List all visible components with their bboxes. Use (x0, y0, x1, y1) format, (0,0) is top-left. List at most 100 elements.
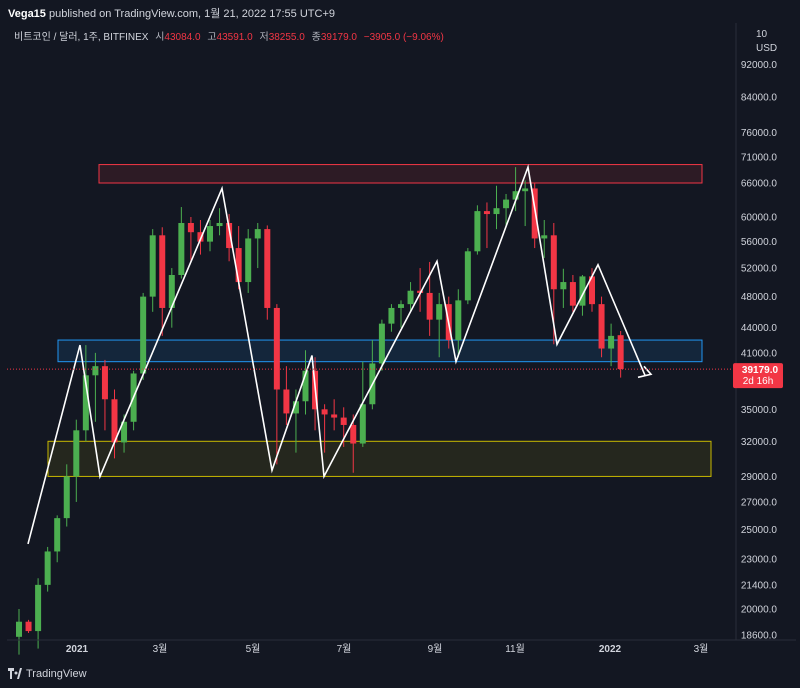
last-price-value: 39179.0 (742, 365, 779, 376)
currency-prefix: 10 (756, 29, 768, 40)
open-label: 시 (155, 32, 165, 43)
candle-body[interactable] (407, 290, 414, 305)
candle-body[interactable] (522, 188, 529, 192)
candle-body[interactable] (321, 409, 328, 415)
candle-body[interactable] (25, 621, 32, 632)
currency-selector[interactable]: 10 USD (756, 28, 782, 54)
close-label: 종 (311, 32, 321, 43)
candle-body[interactable] (245, 238, 252, 283)
candle-body[interactable] (398, 304, 404, 308)
close-value: 39179.0 (320, 32, 357, 43)
candle-body[interactable] (149, 235, 156, 297)
candle-body[interactable] (608, 335, 615, 349)
candle-body[interactable] (264, 229, 271, 308)
symbol-title[interactable]: 비트코인 / 달러, 1주, BITFINEX (14, 32, 149, 43)
candle-body[interactable] (273, 307, 280, 390)
price-tick-label: 18600.0 (741, 630, 778, 641)
candle-body[interactable] (159, 235, 166, 308)
candle-body[interactable] (16, 621, 22, 637)
candle-body[interactable] (226, 223, 233, 249)
bar-countdown: 2d 16h (743, 376, 774, 387)
price-tick-label: 44000.0 (741, 323, 778, 334)
candle-body[interactable] (44, 551, 51, 585)
candle-body[interactable] (579, 276, 586, 306)
candle-body[interactable] (531, 188, 538, 239)
candle-body[interactable] (483, 211, 490, 215)
candle-body[interactable] (101, 366, 108, 400)
price-tick-label: 52000.0 (741, 264, 778, 275)
candle-body[interactable] (63, 476, 70, 519)
candle-body[interactable] (187, 223, 194, 233)
candle-body[interactable] (235, 248, 242, 283)
publisher-username[interactable]: Vega15 (8, 8, 46, 20)
candle-body[interactable] (426, 292, 433, 320)
candle-body[interactable] (111, 399, 118, 443)
high-value: 43591.0 (216, 32, 253, 43)
candle-body[interactable] (207, 226, 213, 242)
candle-body[interactable] (82, 375, 89, 431)
open-value: 43084.0 (164, 32, 201, 43)
candle-body[interactable] (197, 232, 204, 242)
symbol-legend: 비트코인 / 달러, 1주, BITFINEX 시43084.0 고43591.… (14, 28, 444, 43)
candle-body[interactable] (254, 229, 261, 239)
candle-body[interactable] (73, 430, 80, 477)
price-tick-label: 32000.0 (741, 437, 778, 448)
currency-label: USD (756, 43, 778, 54)
candle-body[interactable] (569, 282, 576, 306)
price-tick-label: 35000.0 (741, 405, 778, 416)
time-tick-label: 7월 (337, 643, 352, 655)
price-tick-label: 66000.0 (741, 179, 778, 190)
candle-body[interactable] (54, 518, 61, 552)
candle-body[interactable] (216, 223, 223, 227)
time-tick-label: 3월 (153, 643, 168, 655)
candle-body[interactable] (493, 208, 500, 215)
published-header: Vega15 published on TradingView.com, 1월 … (0, 0, 800, 22)
zigzag-trend-line[interactable] (27, 163, 646, 545)
candle-body[interactable] (302, 370, 309, 402)
candle-body[interactable] (598, 304, 605, 349)
high-label: 고 (207, 32, 217, 43)
candle-body[interactable] (340, 417, 347, 425)
price-tick-label: 21400.0 (741, 580, 778, 591)
candle-body[interactable] (378, 323, 385, 364)
time-tick-label: 3월 (694, 643, 709, 655)
tradingview-logo-icon[interactable] (8, 668, 22, 680)
time-tick-label: 2021 (66, 644, 89, 655)
candle-body[interactable] (464, 251, 471, 301)
price-tick-label: 29000.0 (741, 472, 778, 483)
tradingview-brand[interactable]: TradingView (26, 668, 87, 680)
candle-body[interactable] (436, 304, 443, 320)
candle-body[interactable] (283, 389, 290, 414)
price-tick-label: 56000.0 (741, 237, 778, 248)
price-zone-resistance[interactable] (98, 164, 703, 184)
candle-body[interactable] (503, 199, 510, 209)
candle-body[interactable] (541, 235, 548, 239)
candle-body[interactable] (292, 401, 299, 414)
price-tick-label: 23000.0 (741, 555, 778, 566)
price-tick-label: 71000.0 (741, 152, 778, 163)
candle-body[interactable] (617, 335, 624, 370)
candle-body[interactable] (388, 307, 395, 324)
candle-body[interactable] (92, 366, 99, 376)
candle-body[interactable] (550, 235, 557, 290)
candle-body[interactable] (455, 300, 462, 341)
time-tick-label: 2022 (599, 644, 622, 655)
candle-body[interactable] (589, 276, 595, 305)
candle-body[interactable] (512, 191, 519, 200)
candle-body[interactable] (168, 274, 175, 308)
price-zone-support[interactable] (47, 440, 712, 477)
candle-body[interactable] (140, 296, 147, 374)
candle-body[interactable] (474, 211, 481, 252)
change-value: −3905.0 (−9.06%) (363, 32, 444, 43)
price-tick-label: 25000.0 (741, 525, 778, 536)
candle-body[interactable] (121, 421, 128, 443)
last-price-badge (733, 363, 783, 389)
low-value: 38255.0 (268, 32, 305, 43)
candle-body[interactable] (359, 404, 366, 444)
candle-body[interactable] (35, 584, 42, 632)
candle-body[interactable] (560, 282, 567, 290)
candle-body[interactable] (178, 223, 185, 275)
price-tick-label: 41000.0 (741, 348, 778, 359)
candle-body[interactable] (350, 424, 357, 444)
candle-body[interactable] (331, 414, 338, 418)
